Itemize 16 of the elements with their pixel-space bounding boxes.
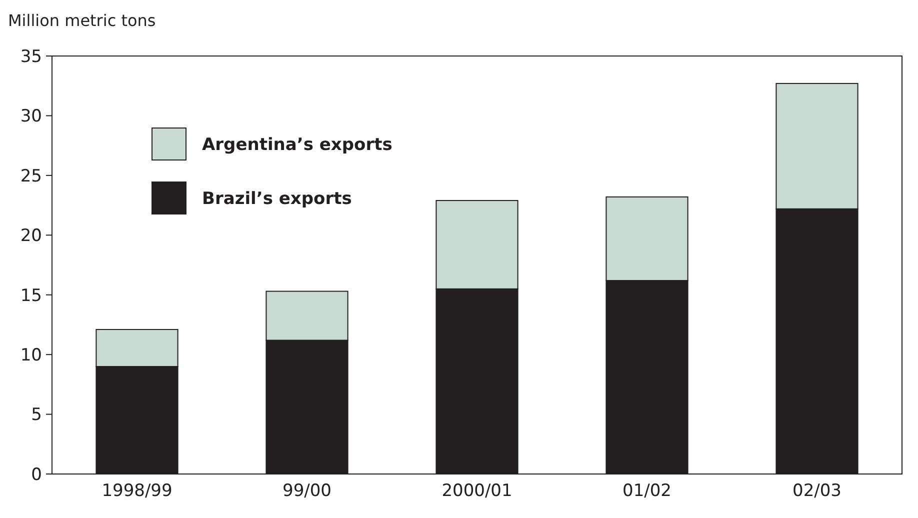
y-tick-label: 5 <box>31 405 42 426</box>
x-tick-label: 01/02 <box>622 481 672 501</box>
y-tick-label: 20 <box>20 226 42 246</box>
legend-label: Argentina’s exports <box>202 134 392 155</box>
x-tick-label: 1998/99 <box>102 481 172 501</box>
x-tick-label: 2000/01 <box>442 481 512 501</box>
x-tick-label: 99/00 <box>282 481 332 501</box>
y-tick-label: 25 <box>20 166 42 186</box>
x-tick-label: 02/03 <box>792 481 842 501</box>
y-tick-label: 30 <box>20 106 42 127</box>
y-tick-label: 0 <box>31 464 42 485</box>
y-tick-label: 15 <box>20 286 42 306</box>
y-axis-title: Million metric tons <box>8 11 156 30</box>
y-tick-label: 35 <box>20 46 42 67</box>
legend-label: Brazil’s exports <box>202 188 352 209</box>
y-tick-label: 10 <box>20 346 42 366</box>
